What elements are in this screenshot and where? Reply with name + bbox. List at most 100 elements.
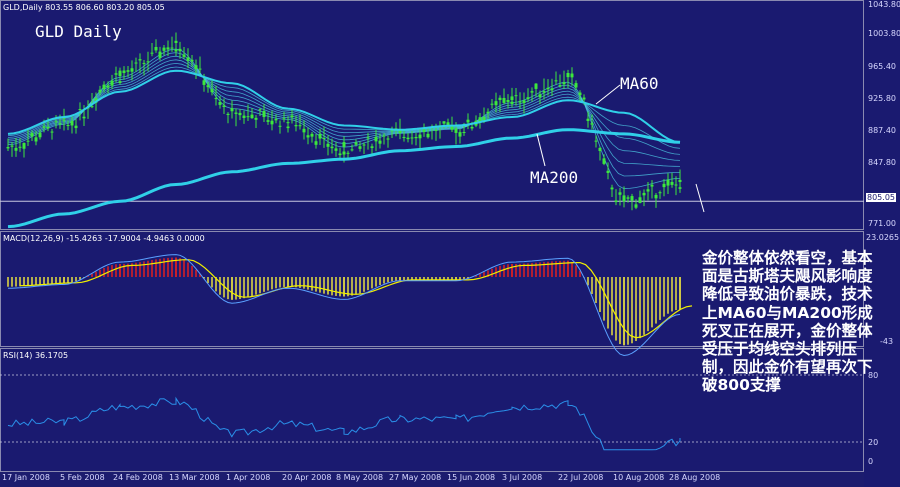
price-candle-body: [386, 138, 390, 140]
price-candle-body: [202, 80, 206, 85]
ma-ribbon-line: [7, 62, 681, 155]
price-candle-body: [62, 118, 66, 120]
x-tick: 28 Aug 2008: [669, 473, 721, 482]
price-candle-body: [14, 147, 18, 151]
price-candle-body: [22, 143, 26, 149]
price-candle-body: [30, 132, 34, 137]
price-candle-body: [274, 118, 278, 121]
price-tick: 771.00: [868, 219, 896, 228]
price-tick: 847.80: [868, 158, 896, 167]
ma200-line: [7, 128, 681, 229]
rsi-label: RSI(14) 36.1705: [3, 351, 69, 360]
price-candle-body: [358, 146, 362, 149]
price-candle-body: [650, 184, 654, 187]
price-candle-body: [558, 85, 562, 87]
x-tick: 1 Apr 2008: [226, 473, 271, 482]
x-tick: 3 Jul 2008: [502, 473, 543, 482]
price-candle-body: [198, 68, 202, 70]
price-candle-body: [566, 73, 570, 78]
price-candle-body: [162, 47, 166, 51]
macd-signal-line: [19, 259, 693, 339]
price-candle-body: [402, 136, 406, 138]
analysis-commentary: 金价整体依然看空，基本面是古斯塔夫飓风影响度降低导致油价暴跌，技术上MA60与M…: [702, 249, 873, 395]
price-tick: 925.80: [868, 94, 896, 103]
price-candle-body: [374, 136, 378, 142]
price-candle-body: [322, 137, 326, 139]
macd-line: [8, 254, 681, 357]
price-candle-body: [378, 140, 382, 144]
price-candle-body: [614, 200, 618, 203]
price-candle-body: [234, 112, 238, 114]
price-candle-body: [434, 129, 438, 131]
price-candle-body: [422, 129, 426, 133]
price-candle-body: [418, 134, 422, 139]
price-candle-body: [250, 114, 254, 119]
price-candle-body: [398, 130, 402, 132]
price-candle-body: [518, 101, 522, 103]
price-candle-body: [54, 121, 58, 123]
x-tick: 20 Apr 2008: [282, 473, 332, 482]
x-tick: 27 May 2008: [389, 473, 442, 482]
price-candle-body: [306, 135, 310, 138]
price-candle-body: [50, 131, 54, 133]
price-candle-body: [222, 105, 226, 107]
rsi-tick: 80: [868, 371, 879, 380]
price-candle-body: [586, 118, 590, 121]
price-candle-body: [118, 70, 122, 77]
price-candle-body: [338, 153, 342, 156]
price-candle-body: [610, 187, 614, 190]
price-candle-body: [342, 151, 346, 155]
ma200-label: MA200: [530, 168, 579, 187]
price-axis: [864, 0, 900, 487]
rsi-pane: [0, 348, 864, 472]
ma60-pointer: [595, 84, 621, 105]
price-candle-body: [678, 187, 682, 189]
price-candle-body: [490, 103, 494, 105]
price-candle-body: [226, 113, 230, 115]
price-candle-body: [66, 125, 70, 127]
price-candle-body: [414, 136, 418, 139]
price-candle-body: [594, 140, 598, 142]
price-candle-body: [282, 118, 286, 120]
price-candle-body: [178, 48, 182, 52]
x-tick: 17 Jan 2008: [2, 473, 50, 482]
price-candle-body: [382, 135, 386, 137]
price-candle-body: [426, 133, 430, 138]
price-candle-body: [154, 46, 158, 51]
price-candle-body: [210, 89, 214, 93]
price-candle-body: [642, 192, 646, 196]
current-price-tag: 805.05: [866, 193, 896, 202]
price-candle-body: [390, 130, 394, 132]
price-candle-body: [90, 106, 94, 108]
price-candle-body: [674, 184, 678, 186]
price-candle-body: [122, 70, 126, 73]
price-candle-body: [634, 204, 638, 208]
price-tick: 1043.80: [868, 0, 900, 9]
price-candle-body: [570, 73, 574, 78]
price-candle-body: [502, 97, 506, 103]
price-candle-body: [550, 88, 554, 91]
symbol-line: GLD,Daily 803.55 806.60 803.20 805.05: [3, 3, 165, 12]
price-candle-body: [638, 197, 642, 203]
price-candle-body: [406, 137, 410, 140]
price-candle-body: [494, 101, 498, 106]
price-candle-body: [670, 181, 674, 185]
price-candle-body: [126, 70, 130, 72]
price-candle-body: [70, 120, 74, 126]
price-candle-body: [526, 97, 530, 100]
price-candle-body: [26, 140, 30, 142]
price-candle-body: [446, 122, 450, 126]
price-candle-body: [574, 83, 578, 88]
x-tick: 10 Aug 2008: [613, 473, 665, 482]
price-candle-body: [606, 170, 610, 173]
price-pane: [0, 0, 864, 230]
price-candle-body: [246, 116, 250, 118]
price-candle-body: [34, 137, 38, 142]
price-candle-body: [102, 84, 106, 90]
price-candle-body: [18, 146, 22, 148]
price-tick: 887.40: [868, 126, 896, 135]
price-candle-body: [454, 128, 458, 133]
rsi-tick: 20: [868, 438, 879, 447]
price-candle-body: [598, 147, 602, 152]
